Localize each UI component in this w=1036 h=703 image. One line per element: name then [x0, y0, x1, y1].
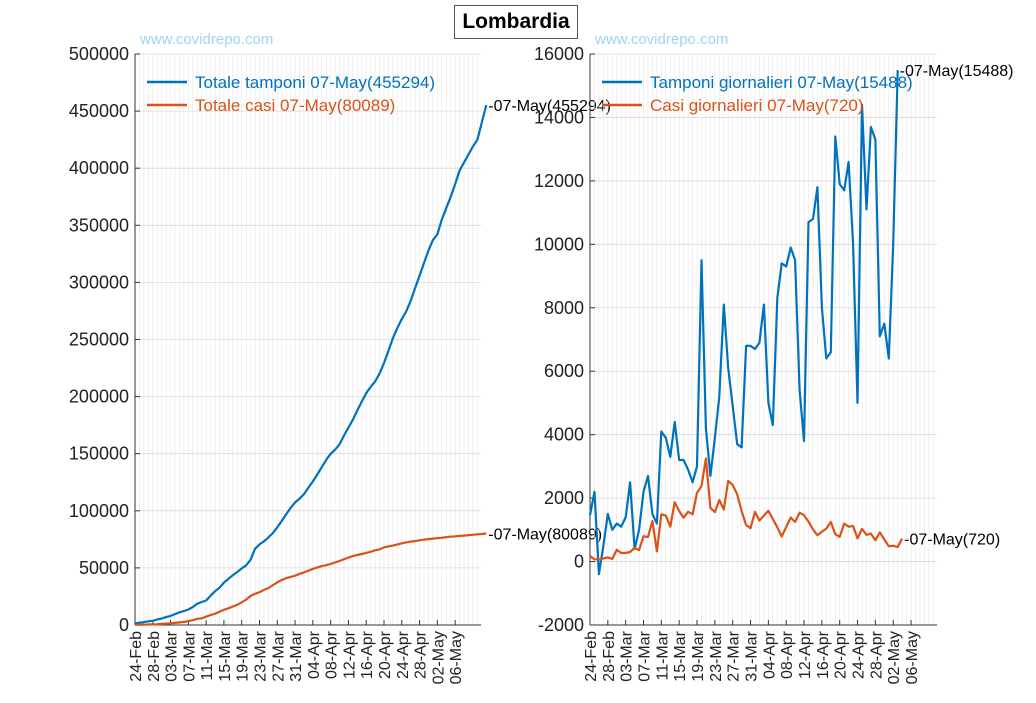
x-tick-label: 27-Mar: [270, 630, 287, 681]
x-tick-label: 03-Mar: [619, 630, 636, 681]
y-tick-label: 50000: [79, 558, 129, 578]
watermark: www.covidrepo.com: [139, 31, 273, 48]
chart-title: Lombardia: [454, 5, 578, 39]
y-tick-label: 100000: [69, 501, 129, 521]
x-tick-label: 28-Apr: [868, 630, 885, 679]
x-tick-label: 28-Apr: [413, 630, 430, 679]
y-tick-label: 250000: [69, 330, 129, 350]
x-tick-label: 23-Mar: [708, 630, 725, 681]
x-tick-label: 24-Apr: [395, 630, 412, 679]
x-tick-label: 19-Mar: [690, 630, 707, 681]
x-tick-label: 06-May: [448, 631, 465, 684]
series-line-1: [134, 532, 487, 626]
x-tick-label: 28-Feb: [146, 631, 163, 682]
end-value-label: -07-May(455294): [488, 98, 611, 115]
legend-entry: Totale tamponi 07-May(455294): [195, 73, 435, 92]
y-tick-label: 6000: [544, 361, 584, 381]
x-tick-label: 20-Apr: [377, 630, 394, 679]
x-tick-label: 19-Mar: [235, 630, 252, 681]
y-tick-label: 400000: [69, 158, 129, 178]
x-tick-label: 24-Feb: [583, 631, 600, 682]
x-tick-label: 04-Apr: [761, 630, 778, 679]
end-value-label: -07-May(720): [904, 532, 1000, 549]
y-tick-label: 10000: [534, 234, 584, 254]
x-tick-label: 07-Mar: [637, 630, 654, 681]
x-tick-label: 03-Mar: [164, 630, 181, 681]
end-value-label: -07-May(15488): [900, 63, 1014, 80]
y-tick-label: 12000: [534, 171, 584, 191]
series-line-0: [134, 104, 488, 625]
x-tick-label: 20-Apr: [833, 630, 850, 679]
x-tick-label: 16-Apr: [815, 630, 832, 679]
x-tick-label: 24-Feb: [128, 631, 145, 682]
y-tick-label: 0: [119, 615, 129, 635]
y-tick-label: 500000: [69, 44, 129, 64]
x-tick-label: 12-Apr: [341, 630, 358, 679]
y-tick-label: 300000: [69, 272, 129, 292]
x-tick-label: 06-May: [904, 631, 921, 684]
x-tick-label: 27-Mar: [726, 630, 743, 681]
y-tick-label: 350000: [69, 215, 129, 235]
x-tick-label: 24-Apr: [851, 630, 868, 679]
x-tick-label: 12-Apr: [797, 630, 814, 679]
y-tick-label: 200000: [69, 387, 129, 407]
x-tick-label: 23-Mar: [252, 630, 269, 681]
y-tick-label: 450000: [69, 101, 129, 121]
legend-entry: Casi giornalieri 07-May(720): [650, 96, 864, 115]
y-tick-label: 150000: [69, 444, 129, 464]
series-line-1: [589, 457, 904, 561]
y-tick-label: 2000: [544, 488, 584, 508]
y-tick-label: -2000: [538, 615, 584, 635]
x-tick-label: 02-May: [430, 631, 447, 684]
x-tick-label: 08-Apr: [779, 630, 796, 679]
legend-entry: Totale casi 07-May(80089): [195, 96, 395, 115]
x-tick-label: 02-May: [886, 631, 903, 684]
x-tick-label: 31-Mar: [288, 630, 305, 681]
y-tick-label: 16000: [534, 44, 584, 64]
y-tick-label: 14000: [534, 107, 584, 127]
x-tick-label: 04-Apr: [306, 630, 323, 679]
x-tick-label: 15-Mar: [672, 630, 689, 681]
x-tick-label: 31-Mar: [744, 630, 761, 681]
x-tick-label: 07-Mar: [181, 630, 198, 681]
y-tick-label: 8000: [544, 298, 584, 318]
y-tick-label: 4000: [544, 425, 584, 445]
x-tick-label: 08-Apr: [324, 630, 341, 679]
x-tick-label: 28-Feb: [601, 631, 618, 682]
x-tick-label: 11-Mar: [654, 630, 671, 680]
x-tick-label: 16-Apr: [359, 630, 376, 679]
x-tick-label: 15-Mar: [217, 630, 234, 681]
y-tick-label: 0: [574, 552, 584, 572]
end-value-label: -07-May(80089): [488, 527, 602, 544]
x-tick-label: 11-Mar: [199, 630, 216, 680]
series-line-0: [588, 70, 899, 576]
legend-entry: Tamponi giornalieri 07-May(15488): [650, 73, 913, 92]
watermark: www.covidrepo.com: [594, 31, 728, 48]
